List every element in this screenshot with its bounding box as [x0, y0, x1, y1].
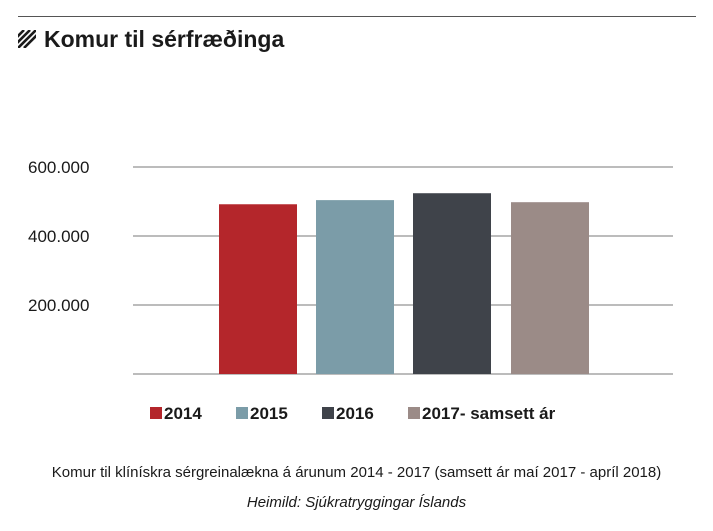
- bar: [413, 193, 491, 374]
- hatch-icon: [18, 30, 36, 48]
- chart-title: Komur til sérfræðinga: [44, 25, 285, 52]
- chart-caption: Komur til klínískra sérgreinalækna á áru…: [51, 464, 662, 481]
- legend-swatch: [322, 407, 334, 419]
- legend-label: 2015: [250, 404, 288, 423]
- top-divider: [18, 16, 696, 17]
- legend-label: 2016: [336, 404, 374, 423]
- legend-swatch: [150, 407, 162, 419]
- y-tick-label: 200.000: [28, 296, 89, 315]
- bar: [316, 200, 394, 374]
- chart-header: Komur til sérfræðinga: [18, 24, 284, 54]
- y-tick-label: 600.000: [28, 158, 89, 177]
- y-tick-label: 400.000: [28, 227, 89, 246]
- bar: [511, 202, 589, 374]
- legend-label: 2017- samsett ár: [422, 404, 556, 423]
- legend-label: 2014: [164, 404, 202, 423]
- bar: [219, 204, 297, 374]
- legend-swatch: [408, 407, 420, 419]
- legend-swatch: [236, 407, 248, 419]
- bar-chart: 200.000 400.000 600.000 2014 2015 2016 2017- s…: [28, 158, 673, 423]
- chart-source: Heimild: Sjúkratryggingar Íslands: [246, 494, 467, 511]
